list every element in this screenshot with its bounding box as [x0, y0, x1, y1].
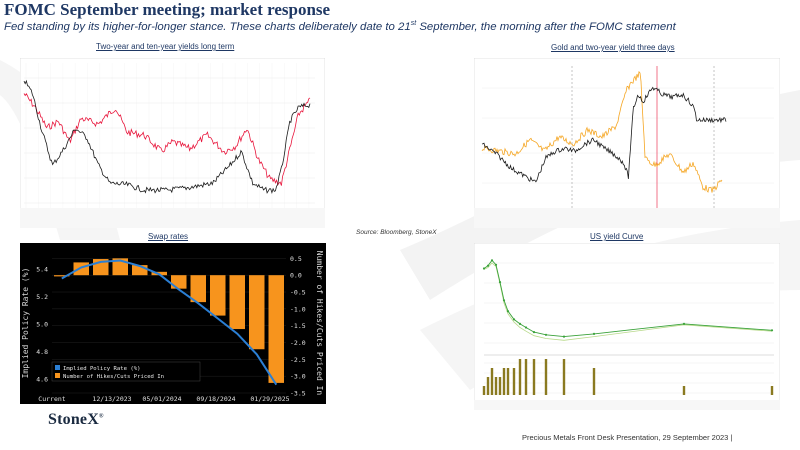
- footer-text: Precious Metals Front Desk Presentation,…: [522, 433, 733, 442]
- hikes-cuts-bar: [73, 262, 89, 276]
- swap-rates-ylabel-right: Number of Hikes/Cuts Priced In: [315, 251, 324, 396]
- hikes-cuts-bar: [268, 275, 284, 383]
- ten-year-yield-line: [23, 93, 311, 186]
- x-tick-label: 05/01/2024: [142, 395, 181, 403]
- right-tick-label: -3.0: [290, 373, 306, 381]
- yield-curve-point: [682, 322, 686, 325]
- yield-change-bar: [524, 359, 528, 395]
- subtitle-superscript: st: [410, 20, 417, 27]
- swap-rates-chart: 5.4 5.2 5.0 4.8 4.6 0.5 0.0 -0.5 -1.0 -1.5 -2.0 -2…: [20, 243, 326, 404]
- subtitle-tail: September, the morning after the FOMC st…: [416, 20, 676, 33]
- x-tick-label: 09/18/2024: [196, 395, 235, 403]
- hikes-cuts-bar: [171, 275, 187, 289]
- yield-change-bar: [506, 368, 510, 395]
- subtitle-main: Fed standing by its higher-for-longer st…: [4, 20, 411, 33]
- x-tick-label: 01/29/2025: [250, 395, 289, 403]
- yield-curve-point: [512, 318, 516, 321]
- chart-title-gold-two-year: Gold and two-year yield three days: [551, 43, 675, 52]
- hikes-cuts-bar: [210, 275, 226, 316]
- implied-policy-rate-line: [61, 259, 278, 386]
- left-tick-label: 5.4: [36, 265, 48, 273]
- right-tick-label: 0.5: [290, 255, 302, 263]
- current-yield-curve-line: [483, 259, 773, 338]
- swap-rates-ylabel-left: Implied Policy Rate (%): [21, 268, 30, 379]
- chart-title-swap-rates: Swap rates: [148, 232, 189, 241]
- chart-title-yields-long-term: Two-year and ten-year yields long term: [96, 42, 235, 51]
- chart-title-us-yield-curve: US yield Curve: [590, 232, 644, 241]
- yield-curve-point: [532, 331, 536, 334]
- gold-two-year-chart: [474, 58, 780, 228]
- slide-subtitle: Fed standing by its higher-for-longer st…: [4, 20, 676, 33]
- hikes-cuts-bar: [229, 275, 245, 330]
- yield-curve-point: [482, 267, 486, 270]
- two-year-yield-line: [23, 79, 311, 195]
- hikes-cuts-bar: [249, 275, 265, 350]
- prior-yield-curve-line: [483, 262, 773, 341]
- hikes-cuts-bar: [54, 275, 70, 277]
- slide-title: FOMC September meeting; market response: [4, 0, 331, 19]
- yield-change-bar: [518, 359, 522, 395]
- right-tick-label: -2.5: [290, 356, 306, 364]
- yield-curve-point: [592, 332, 596, 335]
- yield-change-bar: [682, 386, 686, 395]
- source-note: Source: Bloomberg, StoneX: [356, 229, 437, 236]
- right-tick-label: -3.5: [290, 390, 306, 398]
- hikes-cuts-bar: [190, 275, 206, 303]
- yield-curve-point: [770, 329, 774, 332]
- yield-change-bar: [512, 368, 516, 395]
- yield-curve-point: [562, 335, 566, 338]
- logo-text: StoneX: [48, 411, 99, 428]
- left-tick-label: 4.6: [36, 376, 48, 384]
- legend-swatch-hikes-cuts: [55, 373, 60, 378]
- right-tick-label: -0.5: [290, 289, 306, 297]
- left-tick-label: 5.2: [36, 293, 48, 301]
- yield-change-bar: [486, 377, 490, 395]
- right-tick-label: 0.0: [290, 272, 302, 280]
- yield-curve-point: [490, 259, 494, 262]
- stonex-logo: StoneX®: [48, 411, 104, 429]
- yield-change-bars: [482, 359, 774, 395]
- yield-change-bar: [544, 359, 548, 395]
- yield-curve-point: [524, 326, 528, 329]
- yield-curve-point: [494, 263, 498, 266]
- yields-long-term-chart: [20, 58, 325, 228]
- left-tick-label: 4.8: [36, 348, 48, 356]
- yield-change-bar: [498, 377, 502, 395]
- legend-label-hikes-cuts: Number of Hikes/Cuts Priced In: [63, 374, 164, 380]
- yield-change-bar: [482, 386, 486, 395]
- yield-change-bar: [592, 368, 596, 395]
- yield-curve-point: [544, 333, 548, 336]
- x-tick-label: 12/13/2023: [92, 395, 131, 403]
- legend-swatch-implied-rate: [55, 365, 60, 370]
- yield-change-bar: [502, 368, 506, 395]
- yield-curve-point: [502, 299, 506, 302]
- yield-curve-point: [506, 310, 510, 313]
- swap-rates-legend: Implied Policy Rate (%) Number of Hikes/…: [51, 361, 201, 382]
- logo-mark: ®: [98, 413, 104, 420]
- two-year-yield-line: [481, 86, 727, 183]
- left-tick-label: 5.0: [36, 321, 48, 329]
- yield-change-bar: [494, 377, 498, 395]
- right-tick-label: -1.5: [290, 322, 306, 330]
- legend-label-implied-rate: Implied Policy Rate (%): [63, 366, 140, 372]
- yield-change-bar: [490, 368, 494, 395]
- gold-price-line: [481, 70, 723, 193]
- hikes-cuts-bar: [132, 265, 148, 276]
- yield-change-bar: [562, 359, 566, 395]
- yield-curve-point: [518, 322, 522, 325]
- yield-change-bar: [532, 359, 536, 395]
- right-tick-label: -2.0: [290, 339, 306, 347]
- yield-change-bar: [770, 386, 774, 395]
- us-yield-curve-chart: [474, 243, 780, 410]
- x-tick-label: Current: [38, 395, 65, 403]
- yield-curve-point: [498, 281, 502, 284]
- yield-curve-point: [486, 264, 490, 267]
- right-tick-label: -1.0: [290, 305, 306, 313]
